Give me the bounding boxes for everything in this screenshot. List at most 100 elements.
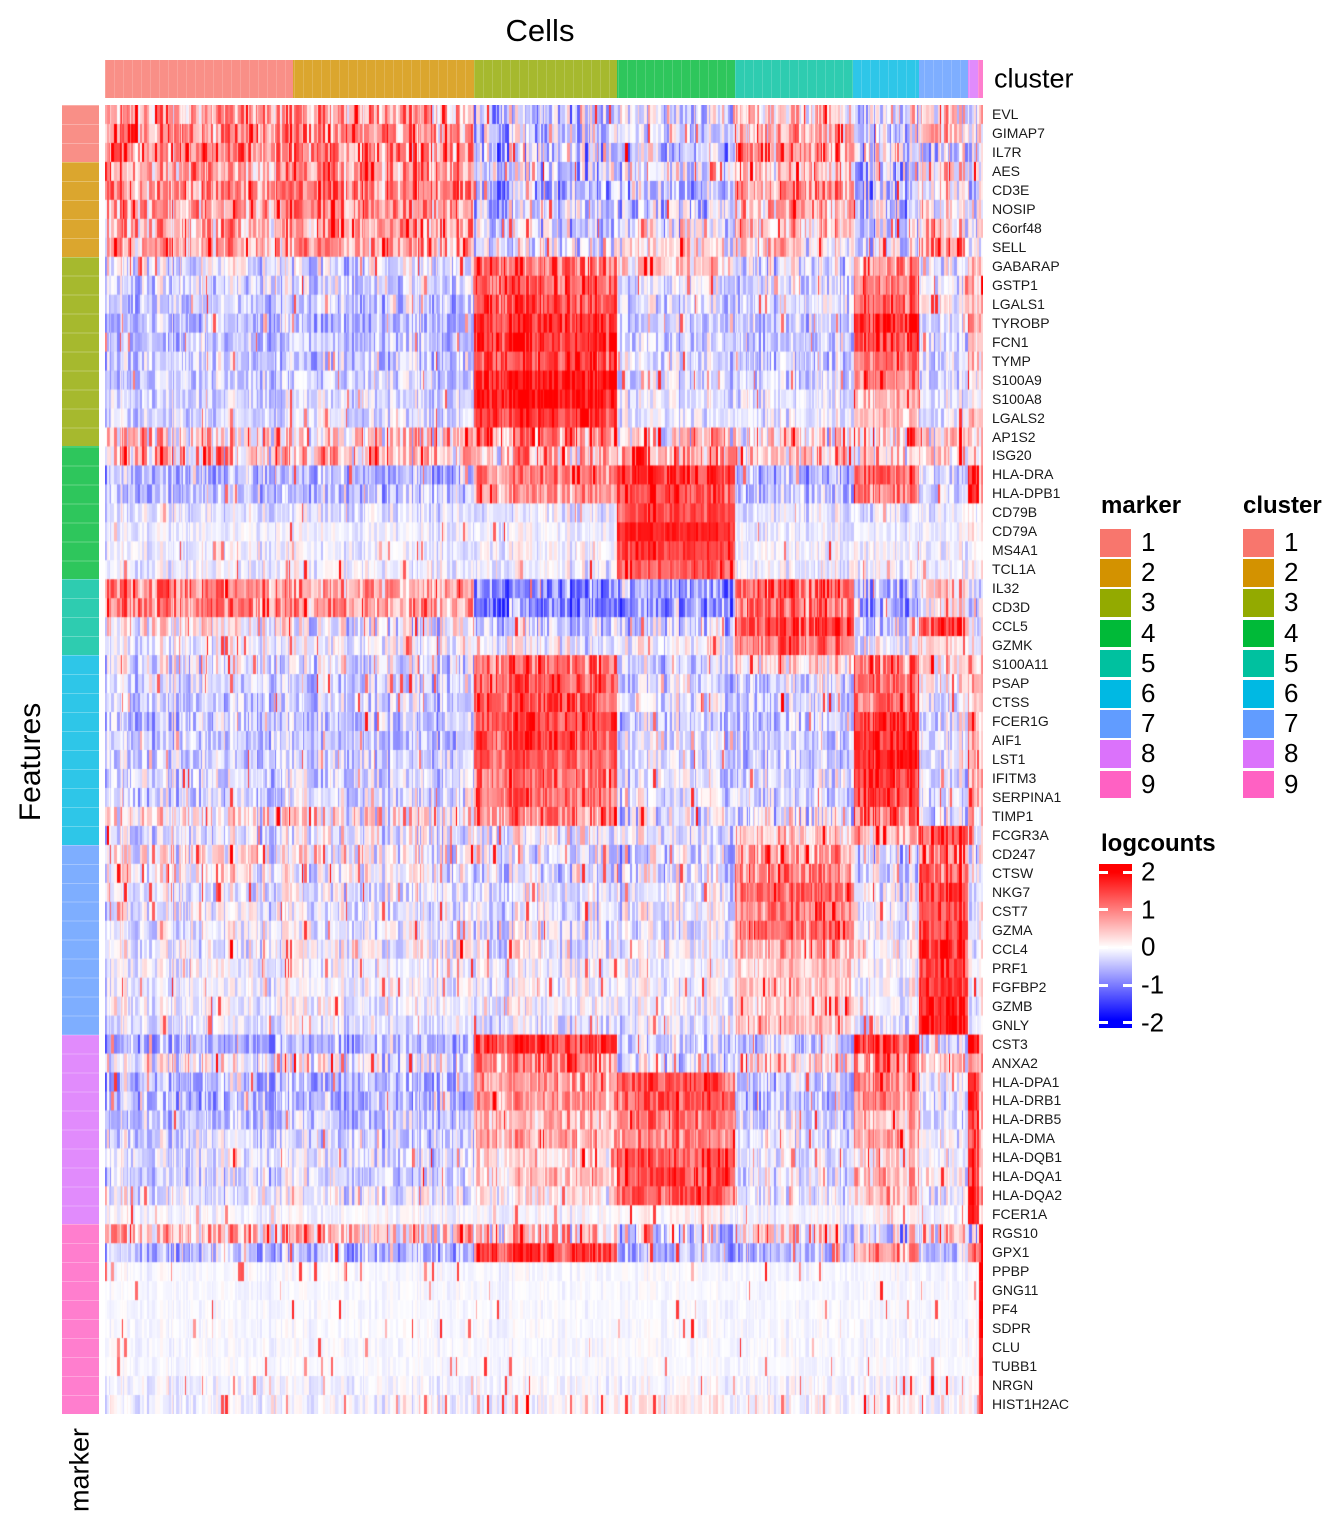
marker-bar-segment — [62, 105, 99, 162]
legend-cluster-label: 2 — [1284, 557, 1299, 588]
gene-label: GABARAP — [992, 257, 1060, 274]
legend-marker-label: 6 — [1141, 678, 1156, 708]
gene-label: TYMP — [992, 352, 1031, 369]
gene-label: HLA-DQA1 — [992, 1168, 1063, 1185]
gene-label: HLA-DRA — [992, 466, 1054, 483]
cluster-annotation-bar — [105, 60, 983, 98]
legend-cluster-swatch — [1243, 649, 1274, 678]
gene-label: GSTP1 — [992, 276, 1038, 293]
gene-label: HLA-DQB1 — [992, 1149, 1063, 1166]
colorbar-gradient — [1099, 864, 1132, 1028]
marker-bar-segment — [62, 256, 99, 447]
legend-marker-label: 1 — [1141, 527, 1156, 557]
cluster-bar-segment — [293, 60, 474, 98]
legend-cluster-swatch — [1243, 619, 1274, 648]
legend-marker-label: 9 — [1141, 768, 1156, 799]
gene-label: MS4A1 — [992, 542, 1038, 559]
legend-marker-swatch — [1100, 770, 1131, 799]
gene-label: HLA-DRB5 — [992, 1111, 1062, 1128]
rows-title: Features — [14, 702, 47, 822]
legend-cluster-label: 7 — [1284, 708, 1299, 739]
legend-cluster-swatch — [1243, 529, 1274, 557]
gene-label: CLU — [992, 1339, 1021, 1356]
legend-cluster-swatch — [1243, 710, 1274, 738]
legend-marker-label: 5 — [1141, 647, 1156, 678]
gene-label: PRF1 — [992, 959, 1028, 976]
colorbar-tick-dash — [1123, 1021, 1132, 1025]
gene-label: CD79A — [992, 523, 1038, 540]
legend-marker-swatch — [1100, 619, 1131, 648]
gene-label: C6orf48 — [992, 219, 1042, 236]
gene-label: S100A8 — [992, 390, 1042, 407]
gene-label: IL32 — [992, 580, 1020, 597]
colorbar-tick-dash — [1123, 870, 1132, 874]
colorbar-tick-dash — [1123, 983, 1132, 987]
gene-label: S100A11 — [992, 656, 1049, 673]
gene-label: LGALS1 — [992, 295, 1045, 312]
gene-label: SELL — [992, 238, 1027, 255]
cluster-bar-segment — [968, 60, 978, 98]
legend-cluster-swatch — [1243, 680, 1274, 708]
cluster-bar-segment — [105, 60, 293, 98]
legend-cluster-label: 3 — [1284, 587, 1299, 618]
legend-cluster-label: 8 — [1284, 738, 1299, 769]
gene-label: HLA-DPB1 — [992, 485, 1061, 502]
legend-cluster-label: 5 — [1284, 647, 1299, 678]
legend-marker-swatch — [1100, 529, 1131, 557]
gene-label: GPX1 — [992, 1244, 1030, 1261]
gene-label: GIMAP7 — [992, 124, 1045, 141]
colorbar-tick-label: -2 — [1141, 1007, 1165, 1038]
gene-label: GZMK — [992, 637, 1033, 654]
colorbar-tick-label: 1 — [1141, 894, 1156, 925]
legend-marker-swatch — [1100, 710, 1131, 738]
legend-marker-swatch — [1100, 649, 1131, 678]
cluster-bar-segment — [919, 60, 968, 98]
columns-title: Cells — [505, 13, 575, 48]
gene-label: FCGR3A — [992, 826, 1049, 843]
cluster-bar-segment — [474, 60, 617, 98]
gene-label: TYROBP — [992, 314, 1050, 331]
gene-label: CTSW — [992, 864, 1034, 881]
gene-label: CD247 — [992, 845, 1036, 862]
colorbar-tick-dash — [1123, 945, 1132, 949]
legend-logcounts-title: logcounts — [1101, 830, 1216, 857]
marker-bar-segment — [62, 446, 99, 580]
gene-label: HLA-DQA2 — [992, 1187, 1063, 1204]
cluster-bar-segment — [978, 60, 983, 98]
gene-label: GZMA — [992, 921, 1033, 938]
gene-label: FCER1A — [992, 1206, 1048, 1223]
marker-bar-segment — [62, 579, 99, 656]
colorbar-tick-dash — [1099, 908, 1108, 912]
cluster-bar-segment — [853, 60, 919, 98]
legend-marker-label: 7 — [1141, 708, 1156, 739]
gene-label: S100A9 — [992, 371, 1042, 388]
legend-marker-title: marker — [1101, 492, 1182, 519]
legend-marker-swatch — [1100, 680, 1131, 708]
gene-label: TIMP1 — [992, 807, 1034, 824]
gene-label: CST3 — [992, 1035, 1028, 1052]
legend-cluster-swatch — [1243, 559, 1274, 587]
gene-label: PF4 — [992, 1301, 1018, 1318]
row-annotation-label: marker — [64, 1427, 95, 1513]
gene-label: IFITM3 — [992, 769, 1037, 786]
gene-label: CCL4 — [992, 940, 1028, 957]
marker-bar-segment — [62, 844, 99, 1035]
gene-label: AP1S2 — [992, 428, 1036, 445]
legend-cluster-swatch — [1243, 589, 1274, 617]
cluster-bar-cell-lines — [105, 60, 983, 98]
marker-bar-segment — [62, 161, 99, 257]
gene-label: GZMB — [992, 997, 1033, 1014]
gene-label: CTSS — [992, 694, 1030, 711]
gene-label: CCL5 — [992, 618, 1028, 635]
gene-label: CD3E — [992, 181, 1030, 198]
gene-label: ISG20 — [992, 447, 1032, 464]
legend-cluster-title: cluster — [1243, 492, 1322, 519]
gene-label: GNG11 — [992, 1282, 1039, 1299]
gene-label: SERPINA1 — [992, 788, 1062, 805]
gene-label: AIF1 — [992, 732, 1022, 749]
gene-label: AES — [992, 162, 1021, 179]
column-annotation-label: cluster — [994, 63, 1074, 94]
gene-label: FGFBP2 — [992, 978, 1047, 995]
colorbar-tick-label: 2 — [1141, 856, 1156, 887]
gene-label: PSAP — [992, 675, 1030, 692]
